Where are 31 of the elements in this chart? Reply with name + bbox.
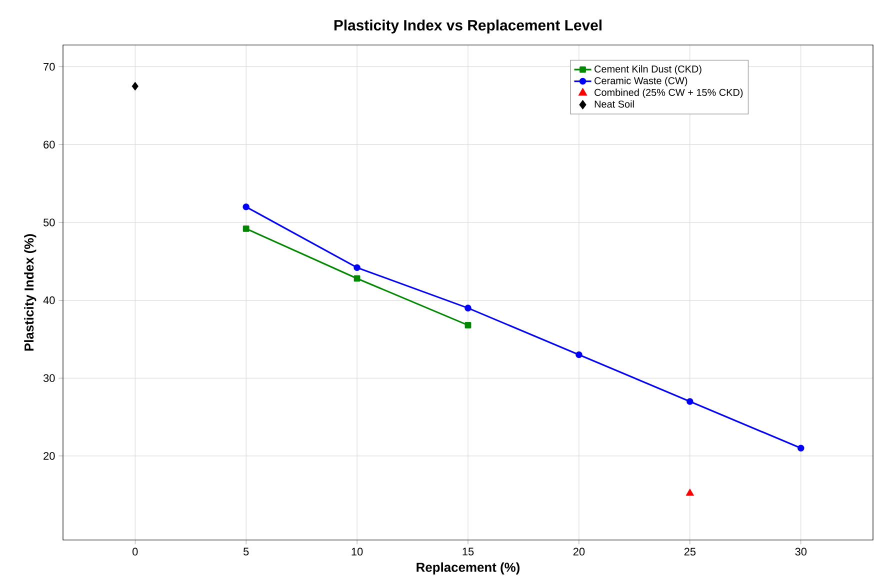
y-axis-title: Plasticity Index (%) <box>24 234 36 351</box>
point <box>242 203 250 210</box>
y-tick-label: 70 <box>44 62 55 71</box>
point <box>464 322 472 328</box>
point <box>464 304 472 312</box>
point <box>132 82 138 91</box>
legend-label: Ceramic Waste (CW) <box>594 76 688 86</box>
y-tick-label: 60 <box>44 140 55 148</box>
point <box>354 264 360 271</box>
x-tick-label: 10 <box>352 548 363 556</box>
y-tick-label: 50 <box>43 218 55 226</box>
x-tick-label: 30 <box>795 548 807 556</box>
legend-label: Combined (25% CW + 15% CKD) <box>594 88 743 98</box>
point <box>242 225 250 232</box>
x-tick-label: 5 <box>243 548 249 556</box>
chart-title: Plasticity Index vs Replacement Level <box>334 20 602 34</box>
point <box>797 444 804 452</box>
x-tick-label: 20 <box>573 548 585 556</box>
x-tick-label: 0 <box>132 548 138 556</box>
x-tick-label: 25 <box>684 548 696 556</box>
x-axis-title: Replacement (%) <box>416 562 520 574</box>
y-tick-label: 40 <box>43 296 55 304</box>
legend-label: Cement Kiln Dust (CKD) <box>594 65 702 75</box>
point <box>354 275 360 282</box>
y-tick-label: 20 <box>44 452 55 460</box>
x-tick-label: 15 <box>462 548 474 556</box>
legend-label: Neat Soil <box>594 100 634 108</box>
y-tick-label: 30 <box>43 374 55 382</box>
point <box>576 351 582 358</box>
point <box>686 398 694 405</box>
point <box>686 488 694 496</box>
